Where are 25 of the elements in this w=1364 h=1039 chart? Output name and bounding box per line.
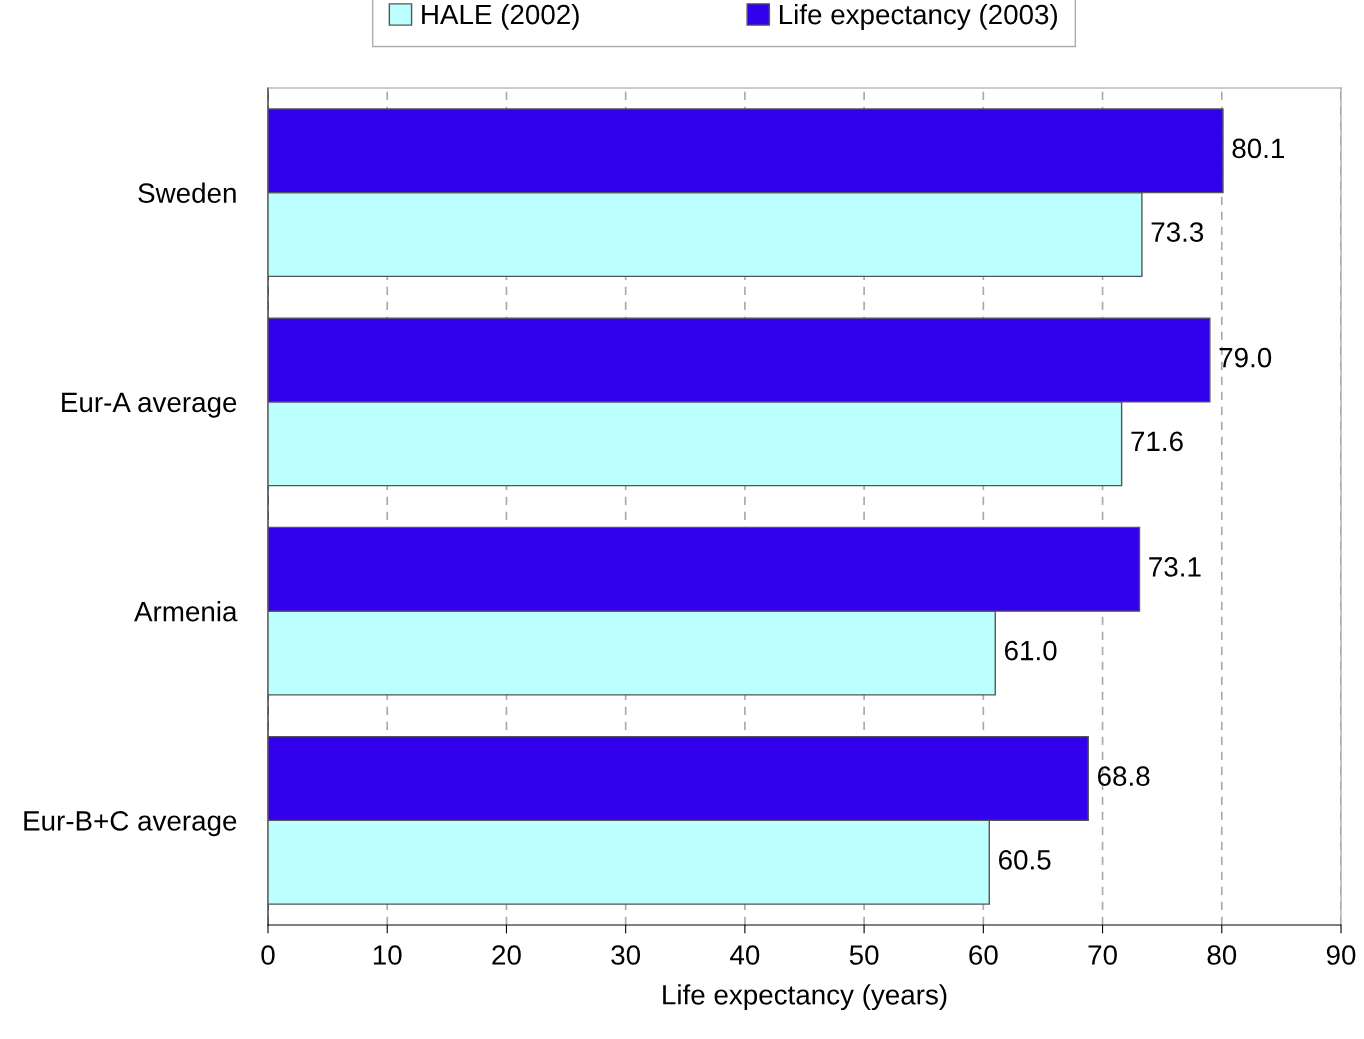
x-tick-label: 30 <box>611 945 641 965</box>
x-tick-label: 0 <box>261 945 275 965</box>
y-tick-label: Sweden <box>138 182 236 203</box>
x-tick-label: 20 <box>492 945 521 965</box>
x-tick-label: 90 <box>1326 945 1356 965</box>
x-tick-label: 60 <box>969 945 998 965</box>
x-tick-label: 50 <box>849 945 879 965</box>
data-label: 73.1 <box>1149 557 1201 577</box>
x-tick-label: 70 <box>1088 945 1117 965</box>
y-tick-label: Armenia <box>134 601 238 622</box>
legend-label: Life expectancy (2003) <box>779 3 1057 30</box>
data-label: 73.3 <box>1151 222 1204 242</box>
data-label: 68.8 <box>1097 766 1150 786</box>
data-label: 71.6 <box>1131 431 1183 452</box>
data-label: 79.0 <box>1219 347 1272 368</box>
data-label: 80.1 <box>1232 138 1285 159</box>
x-tick-label: 10 <box>373 945 402 965</box>
data-label: 60.5 <box>999 850 1051 870</box>
x-tick-label: 40 <box>730 945 760 965</box>
x-axis-title: Life expectancy (years) <box>663 984 947 1011</box>
x-tick-label: 80 <box>1207 945 1237 965</box>
y-tick-label: Eur-B+C average <box>24 811 237 837</box>
data-label: 61.0 <box>1005 640 1057 661</box>
y-tick-label: Eur-A average <box>62 392 237 418</box>
legend-label: HALE (2002) <box>422 3 579 30</box>
